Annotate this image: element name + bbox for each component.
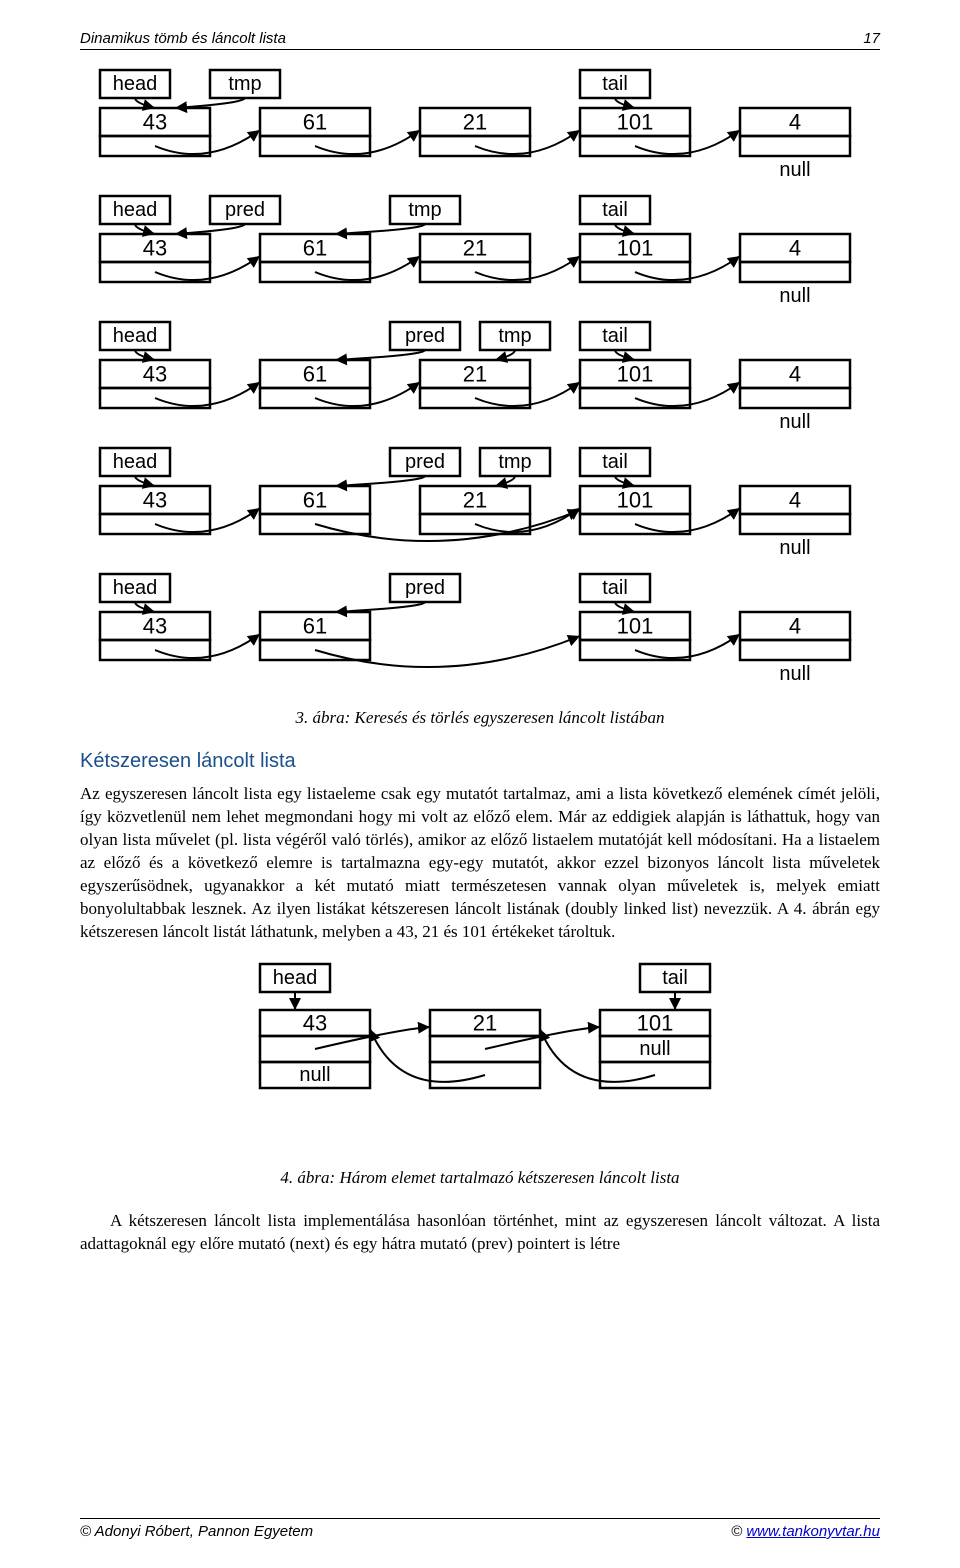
svg-text:head: head (113, 325, 158, 347)
svg-text:tail: tail (602, 577, 628, 599)
svg-text:head: head (113, 199, 158, 221)
section-paragraph: Az egyszeresen láncolt lista egy listael… (80, 783, 880, 944)
svg-text:tail: tail (602, 73, 628, 95)
footer-link-wrap: © www.tankonyvtar.hu (731, 1523, 880, 1540)
svg-text:21: 21 (463, 110, 487, 135)
svg-text:pred: pred (225, 199, 265, 221)
svg-text:43: 43 (303, 1010, 327, 1035)
header-rule (80, 49, 880, 50)
svg-text:61: 61 (303, 236, 327, 261)
svg-text:tmp: tmp (228, 73, 261, 95)
svg-text:61: 61 (303, 488, 327, 513)
svg-text:tmp: tmp (498, 325, 531, 347)
figure-4-diagram: head tail 43 null 21 101 null (220, 954, 740, 1154)
svg-text:tmp: tmp (408, 199, 441, 221)
svg-text:43: 43 (143, 236, 167, 261)
figure-4-caption: 4. ábra: Három elemet tartalmazó kétszer… (80, 1168, 880, 1188)
svg-text:pred: pred (405, 451, 445, 473)
svg-text:head: head (113, 451, 158, 473)
svg-text:101: 101 (617, 236, 654, 261)
svg-text:head: head (273, 967, 318, 989)
svg-text:head: head (113, 577, 158, 599)
svg-text:43: 43 (143, 488, 167, 513)
svg-text:61: 61 (303, 110, 327, 135)
svg-text:null: null (779, 537, 810, 559)
svg-text:43: 43 (143, 614, 167, 639)
page-footer: © Adonyi Róbert, Pannon Egyetem © www.ta… (80, 1518, 880, 1540)
header-title: Dinamikus tömb és láncolt lista (80, 30, 286, 47)
svg-text:4: 4 (789, 236, 801, 261)
svg-text:61: 61 (303, 362, 327, 387)
svg-text:tail: tail (602, 325, 628, 347)
svg-text:101: 101 (617, 488, 654, 513)
closing-paragraph: A kétszeresen láncolt lista implementálá… (80, 1210, 880, 1256)
svg-text:61: 61 (303, 614, 327, 639)
svg-text:21: 21 (463, 236, 487, 261)
header-page-number: 17 (863, 30, 880, 47)
svg-text:101: 101 (617, 110, 654, 135)
svg-text:null: null (299, 1064, 330, 1086)
svg-text:101: 101 (637, 1010, 674, 1035)
svg-text:pred: pred (405, 577, 445, 599)
svg-text:43: 43 (143, 110, 167, 135)
svg-text:tmp: tmp (498, 451, 531, 473)
svg-text:null: null (779, 285, 810, 307)
footer-rule (80, 1518, 880, 1519)
svg-text:head: head (113, 73, 158, 95)
svg-text:pred: pred (405, 325, 445, 347)
svg-text:21: 21 (463, 362, 487, 387)
svg-text:101: 101 (617, 362, 654, 387)
svg-text:4: 4 (789, 362, 801, 387)
svg-text:21: 21 (473, 1010, 497, 1035)
svg-text:4: 4 (789, 110, 801, 135)
svg-text:null: null (639, 1038, 670, 1060)
svg-text:101: 101 (617, 614, 654, 639)
figure-3-caption: 3. ábra: Keresés és törlés egyszeresen l… (80, 708, 880, 728)
svg-text:tail: tail (662, 967, 688, 989)
footer-copyright: © Adonyi Róbert, Pannon Egyetem (80, 1523, 313, 1540)
svg-text:43: 43 (143, 362, 167, 387)
figure-3-diagram: head tmp tail 43 61 21 101 4 null head pred tmp tail… (80, 64, 880, 694)
footer-link[interactable]: www.tankonyvtar.hu (746, 1523, 880, 1540)
svg-text:tail: tail (602, 199, 628, 221)
svg-text:4: 4 (789, 614, 801, 639)
page-header: Dinamikus tömb és láncolt lista 17 (80, 30, 880, 47)
svg-text:21: 21 (463, 488, 487, 513)
svg-text:null: null (779, 411, 810, 433)
svg-text:4: 4 (789, 488, 801, 513)
svg-text:null: null (779, 159, 810, 181)
svg-text:null: null (779, 663, 810, 685)
svg-text:tail: tail (602, 451, 628, 473)
section-heading: Kétszeresen láncolt lista (80, 750, 880, 773)
